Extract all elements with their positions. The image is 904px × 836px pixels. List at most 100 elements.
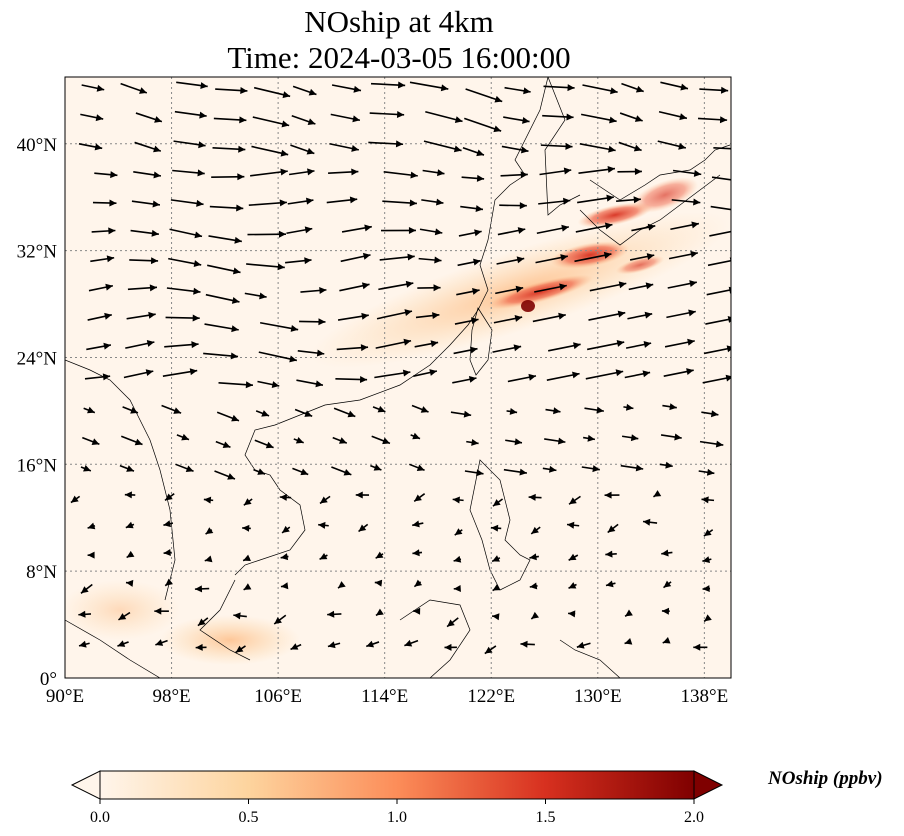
wind-vector (81, 84, 105, 92)
wind-vector (173, 140, 206, 149)
lon-tick-label: 130°E (574, 686, 622, 707)
wind-vector (118, 611, 131, 621)
wind-vector (365, 640, 380, 648)
lon-tick-label: 106°E (254, 686, 302, 707)
wind-vector (497, 227, 526, 236)
wind-vector (642, 518, 658, 526)
wind-vector (92, 199, 117, 207)
wind-vector (355, 491, 370, 499)
wind-vector (453, 584, 461, 592)
wind-vector (699, 440, 724, 448)
wind-vector (653, 490, 662, 498)
wind-vector (83, 406, 96, 414)
wind-vector (208, 235, 242, 244)
wind-vector (413, 607, 421, 615)
wind-vector (404, 639, 419, 647)
wind-vector (492, 613, 500, 621)
lon-tick-label: 122°E (467, 686, 515, 707)
wind-vector (450, 410, 472, 418)
wind-vector (456, 287, 480, 296)
wind-vector (413, 579, 423, 588)
wind-vector (702, 585, 711, 593)
wind-vector (568, 582, 577, 589)
wind-vector (693, 643, 708, 651)
wind-vector (134, 141, 162, 153)
wind-vector (86, 342, 112, 351)
wind-vector (170, 199, 204, 207)
wind-vector (120, 82, 148, 94)
wind-vector (701, 410, 719, 418)
axis-tick-labels: 90°E 98°E 106°E 114°E 122°E 130°E 138°E 0° 8°N 16… (17, 135, 729, 707)
wind-vector (657, 140, 687, 150)
wind-vector (713, 146, 731, 150)
wind-vector (117, 640, 129, 647)
wind-vector (621, 434, 639, 442)
wind-vector (663, 580, 672, 589)
wind-vector (135, 112, 163, 123)
wind-vector (662, 637, 671, 644)
wind-vector (568, 553, 579, 561)
wind-vector (375, 338, 412, 349)
wind-vector (155, 639, 168, 646)
wind-vector (605, 580, 616, 588)
wind-vector (333, 407, 356, 418)
wind-vector (607, 523, 619, 534)
wind-vector (575, 222, 613, 233)
wind-vector (462, 147, 485, 157)
wind-vector (381, 226, 416, 234)
wind-vector (335, 376, 368, 384)
wind-vector (623, 403, 634, 411)
wind-vector (628, 282, 654, 291)
wind-vector (172, 169, 205, 177)
wind-vector (280, 553, 289, 561)
wind-vector (247, 230, 286, 238)
wind-vector (126, 311, 156, 320)
wind-vector (631, 223, 656, 232)
wind-vector (496, 256, 525, 265)
colorbar-ticks: 0.0 0.5 1.0 1.5 2.0 (90, 799, 704, 826)
wind-vector (413, 493, 426, 503)
wind-vector (661, 549, 673, 557)
wind-vector (659, 461, 673, 469)
wind-vector (80, 113, 104, 122)
wind-vector (332, 436, 348, 444)
wind-vector (580, 113, 617, 124)
wind-vector (378, 280, 414, 291)
wind-vector (706, 286, 731, 296)
wind-vector (484, 645, 497, 655)
colorbar-max-extend (693, 770, 724, 800)
wind-vector (215, 440, 231, 449)
colorbar-tick-label: 2.0 (684, 809, 704, 826)
wind-vector (414, 340, 439, 348)
wind-vector (500, 171, 528, 179)
wind-vector (410, 432, 421, 440)
wind-vector (530, 526, 541, 535)
wind-vector (625, 341, 652, 349)
wind-vector (452, 375, 477, 384)
wind-vector (417, 284, 441, 292)
wind-vector (667, 280, 697, 289)
wind-vector (80, 465, 92, 472)
wind-vector (505, 438, 523, 446)
wind-vector (291, 114, 316, 125)
wind-vector (701, 496, 715, 504)
wind-vector (545, 407, 561, 415)
wind-vector (294, 408, 313, 417)
wind-vector (70, 495, 81, 504)
wind-vector (670, 221, 700, 231)
wind-vector (464, 469, 484, 477)
wind-vector (506, 407, 518, 415)
wind-vector (195, 643, 207, 651)
lat-tick-label: 40°N (17, 135, 58, 156)
colorbar-label: NOship (ppbv) (768, 768, 883, 789)
wind-vector (242, 524, 251, 532)
wind-vector (296, 379, 324, 388)
wind-vector (579, 142, 616, 153)
wind-vector (203, 352, 239, 360)
wind-vector (578, 165, 616, 174)
wind-vector (331, 466, 352, 476)
wind-vector (176, 433, 190, 441)
wind-vector (425, 110, 463, 124)
gridlines (65, 77, 731, 678)
wind-vector (375, 608, 384, 617)
